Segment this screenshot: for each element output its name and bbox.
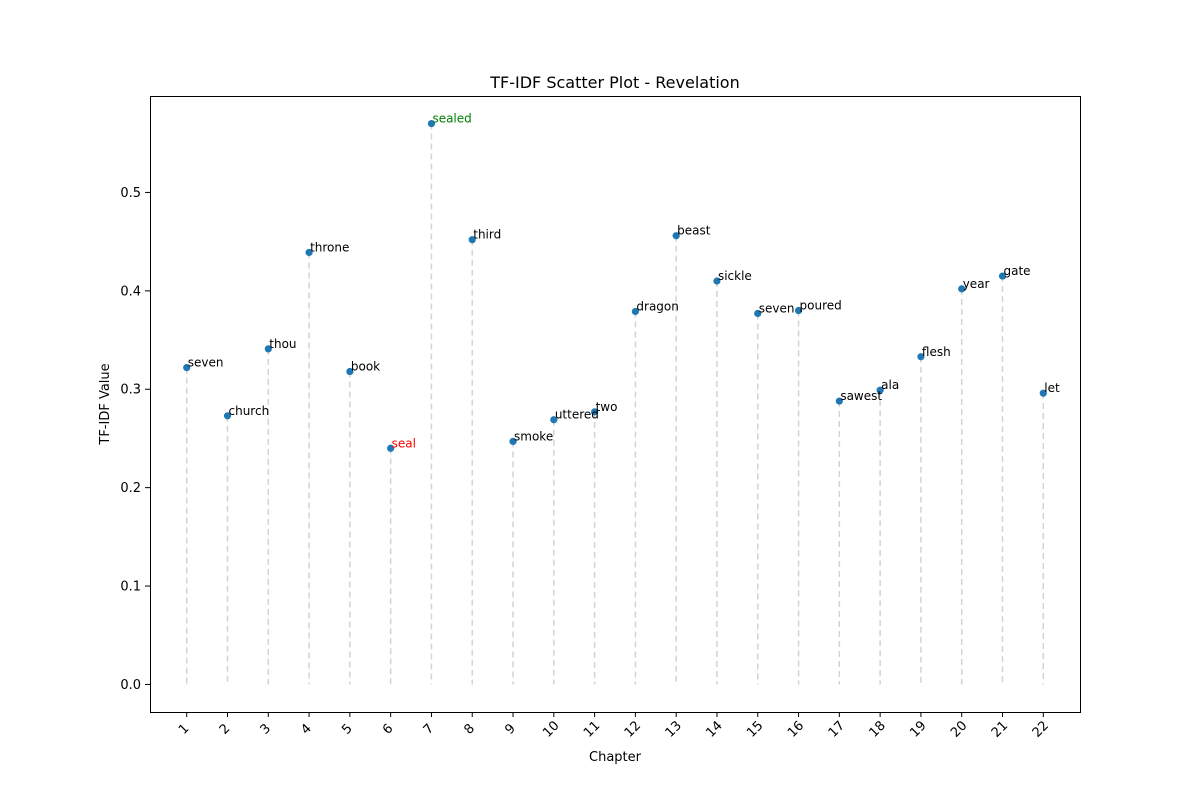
point-label: two [596, 400, 618, 414]
point-label: dragon [636, 300, 678, 314]
y-tick-label: 0.0 [120, 678, 141, 693]
data-point [998, 272, 1007, 280]
y-tick-label: 0.5 [120, 186, 141, 201]
point-label: let [1044, 381, 1060, 395]
data-point [468, 236, 476, 244]
data-point [346, 367, 354, 376]
data-point [876, 386, 884, 394]
y-tick-label: 0.1 [120, 580, 141, 595]
x-axis-title: Chapter [589, 750, 642, 765]
data-point [387, 444, 395, 452]
point-label: poured [800, 299, 842, 313]
data-point [754, 309, 762, 318]
data-point [591, 408, 599, 416]
data-point [223, 412, 232, 420]
data-point [631, 307, 639, 316]
point-label: gate [1004, 264, 1031, 278]
point-label: seven [188, 356, 224, 370]
y-tick-label: 0.2 [120, 481, 141, 496]
point-label: sealed [432, 112, 471, 126]
point-label: book [351, 360, 380, 374]
point-label: flesh [922, 345, 951, 359]
data-point [794, 306, 803, 315]
point-label: third [473, 228, 501, 242]
y-axis-title: TF-IDF Value [98, 363, 113, 445]
data-point [509, 437, 517, 445]
data-point [305, 248, 313, 257]
data-point [264, 345, 272, 353]
point-label: year [963, 277, 990, 291]
point-label: thou [269, 337, 296, 351]
data-point [713, 277, 721, 285]
y-tick-label: 0.3 [120, 383, 141, 398]
data-points [183, 119, 1047, 452]
y-tick-label: 0.4 [120, 284, 141, 299]
y-axis-ticks: 0.0 0.1 0.2 0.3 0.4 0.5 [120, 186, 150, 693]
data-point [427, 119, 436, 128]
point-label: seal [392, 436, 416, 450]
point-label: smoke [514, 429, 553, 443]
point-label: seven [759, 301, 795, 315]
plot-frame [150, 96, 1081, 713]
data-point [672, 232, 680, 240]
data-point [958, 285, 966, 293]
point-label: sickle [718, 269, 752, 283]
data-point [1039, 389, 1047, 397]
stem-lines [185, 123, 1045, 685]
point-label: ala [881, 378, 899, 392]
point-label: beast [677, 224, 711, 238]
point-labels: seven church thou throne book seal sealed third… [188, 112, 1060, 451]
data-point [835, 397, 843, 405]
data-point [917, 353, 925, 361]
point-label: uttered [555, 408, 599, 422]
point-label: sawest [840, 389, 882, 403]
data-point [550, 416, 558, 424]
chart-title: TF-IDF Scatter Plot - Revelation [489, 73, 739, 92]
point-label: church [229, 404, 270, 418]
data-point [183, 363, 191, 372]
point-label: throne [310, 240, 349, 254]
